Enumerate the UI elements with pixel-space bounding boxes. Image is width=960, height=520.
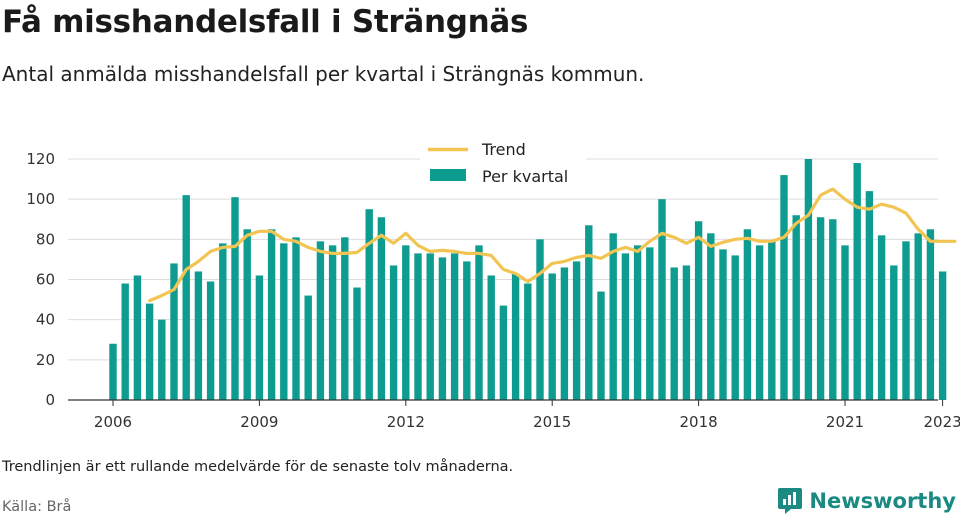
bar [133, 275, 142, 400]
bar [109, 343, 117, 400]
bar [353, 287, 361, 400]
bar [719, 249, 727, 400]
legend-bar-swatch [430, 169, 466, 181]
x-tick-label: 2009 [240, 413, 278, 431]
brand-logo: Newsworthy [777, 487, 956, 515]
bar [670, 267, 678, 400]
bar [890, 265, 898, 400]
legend: Trend Per kvartal [420, 134, 586, 194]
bar [487, 275, 495, 400]
bar [475, 245, 483, 400]
bar-series [109, 159, 947, 400]
brand-name: Newsworthy [809, 489, 956, 513]
trend-line [148, 187, 957, 303]
bar [524, 283, 532, 400]
bar [853, 163, 861, 400]
y-tick-label: 100 [26, 190, 55, 208]
bar [328, 245, 337, 400]
newsworthy-logo-icon [778, 488, 803, 514]
bar [194, 271, 203, 400]
bar [597, 291, 605, 400]
bar [877, 235, 886, 400]
bar [463, 261, 471, 400]
x-tick-label: 2015 [533, 413, 571, 431]
bar [548, 273, 556, 400]
chart-title: Få misshandelsfall i Strängnäs [2, 4, 529, 40]
bar [536, 239, 544, 400]
bar [585, 225, 593, 400]
bar [707, 233, 715, 400]
bar [682, 265, 691, 400]
bar [658, 199, 666, 400]
bar [280, 243, 288, 400]
bar [914, 233, 922, 400]
y-tick-label: 80 [36, 230, 55, 248]
legend-background [420, 134, 586, 194]
legend-trend-label: Trend [481, 140, 526, 159]
x-tick-label: 2012 [387, 413, 425, 431]
bar [768, 241, 776, 400]
bar [341, 237, 349, 400]
bar [121, 283, 129, 400]
bar [231, 197, 239, 400]
bar [438, 257, 447, 400]
legend-bar-label: Per kvartal [482, 167, 568, 186]
bar [182, 195, 190, 400]
bar [938, 271, 947, 400]
x-tick-label: 2023 [924, 413, 960, 431]
bar [560, 267, 569, 400]
y-tick-label: 20 [36, 351, 55, 369]
bar [731, 255, 739, 400]
bar [414, 253, 422, 400]
bar [621, 253, 630, 400]
bar [902, 241, 910, 400]
bar [816, 217, 825, 400]
chart-subtitle: Antal anmälda misshandelsfall per kvarta… [2, 62, 645, 86]
y-tick-label: 120 [26, 150, 55, 168]
bar [206, 281, 215, 400]
bar [926, 229, 935, 400]
bar [402, 245, 410, 400]
y-tick-label: 0 [45, 391, 55, 409]
bar [267, 229, 276, 400]
bar [255, 275, 264, 400]
y-tick-label: 60 [36, 271, 55, 289]
source-text: Källa: Brå [2, 499, 72, 515]
bar [572, 261, 581, 400]
bar [694, 221, 703, 400]
bar [792, 215, 800, 400]
bar [219, 243, 227, 400]
x-tick-label: 2018 [680, 413, 718, 431]
bar-line-chart: 0 20 40 60 80 100 120 2006 2009 2012 2015 2018 2021 2… [26, 134, 960, 431]
bar [804, 159, 813, 400]
bar [292, 237, 300, 400]
bar [780, 175, 788, 400]
y-tick-label: 40 [36, 311, 55, 329]
bar [755, 245, 764, 400]
bar [865, 191, 874, 400]
bar [377, 217, 386, 400]
bar [158, 319, 166, 400]
bar [633, 245, 642, 400]
bar [243, 229, 251, 400]
x-tick-label: 2006 [94, 413, 132, 431]
bar [829, 219, 837, 400]
axes: 0 20 40 60 80 100 120 2006 2009 2012 2015 2018 2021 2… [26, 150, 960, 431]
bar [646, 247, 654, 400]
bar [316, 241, 325, 400]
bar [609, 233, 617, 400]
bar [170, 263, 178, 400]
bar [389, 265, 398, 400]
footnote: Trendlinjen är ett rullande medelvärde f… [2, 459, 514, 475]
bar [841, 245, 849, 400]
bar [743, 229, 752, 400]
bar [145, 303, 154, 400]
bar [304, 295, 312, 400]
bar [426, 253, 434, 400]
bar [365, 209, 373, 400]
x-tick-label: 2021 [826, 413, 864, 431]
bar [499, 305, 508, 400]
bar [511, 273, 520, 400]
bar [450, 253, 459, 400]
